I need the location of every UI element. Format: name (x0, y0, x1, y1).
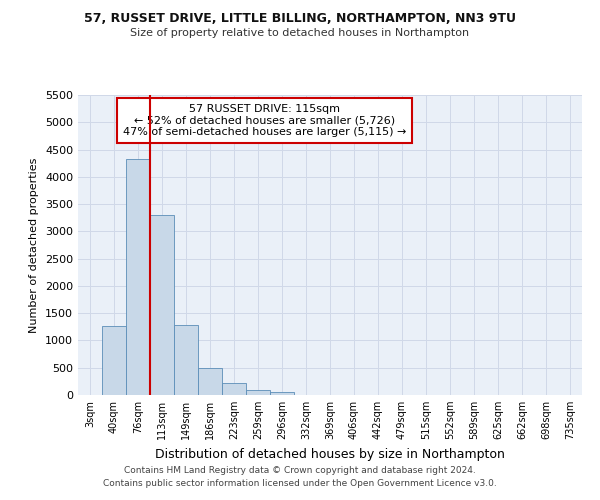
Text: Size of property relative to detached houses in Northampton: Size of property relative to detached ho… (130, 28, 470, 38)
X-axis label: Distribution of detached houses by size in Northampton: Distribution of detached houses by size … (155, 448, 505, 460)
Bar (222, 384, 246, 395)
Text: 57, RUSSET DRIVE, LITTLE BILLING, NORTHAMPTON, NN3 9TU: 57, RUSSET DRIVE, LITTLE BILLING, NORTHA… (84, 12, 516, 26)
Bar (246, 390, 270, 395)
Bar (126, 159, 150, 395)
Bar (174, 325, 198, 395)
Text: Contains HM Land Registry data © Crown copyright and database right 2024.
Contai: Contains HM Land Registry data © Crown c… (103, 466, 497, 487)
Bar (150, 215, 174, 395)
Bar (198, 368, 222, 395)
Bar (270, 392, 294, 395)
Bar (102, 326, 126, 395)
Text: 57 RUSSET DRIVE: 115sqm
← 52% of detached houses are smaller (5,726)
47% of semi: 57 RUSSET DRIVE: 115sqm ← 52% of detache… (123, 104, 406, 137)
Y-axis label: Number of detached properties: Number of detached properties (29, 158, 40, 332)
